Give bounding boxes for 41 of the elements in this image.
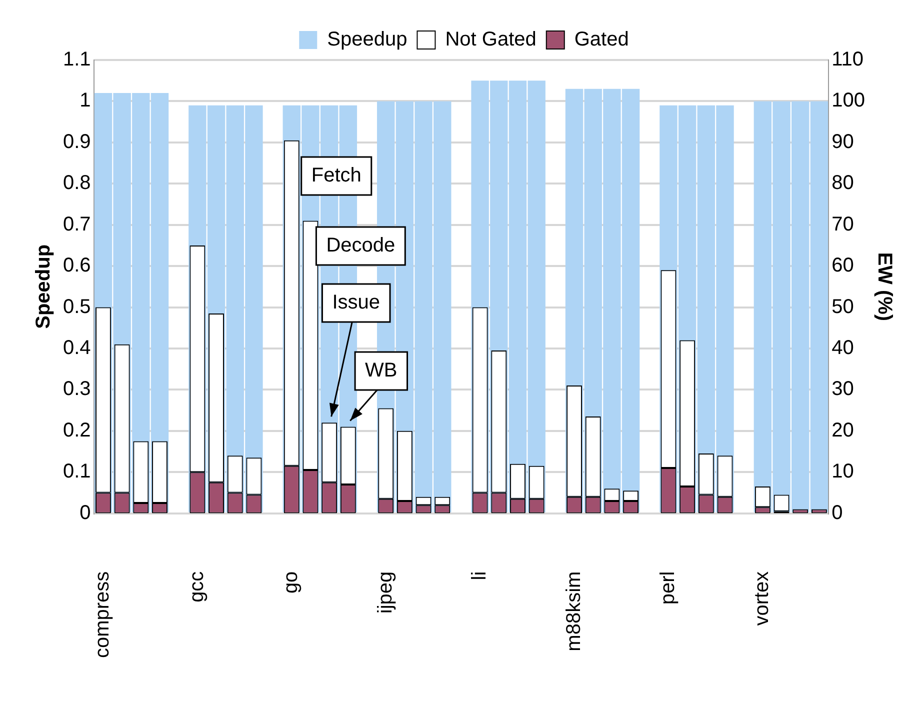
y-tick-label: 0.2 [62,419,91,442]
x-tick-label: vortex [751,571,774,626]
x-tick-label: m88ksim [562,571,585,652]
x-tick-label: go [280,571,302,594]
legend-label: Speedup [327,28,408,51]
y-tick-label: 0.5 [62,296,91,318]
y-tick-label: 1.1 [62,48,91,71]
annotation: WB [365,360,398,382]
x-tick-label: ijpeg [374,571,396,614]
x-tick-label: li [468,571,491,580]
y2-tick-label: 60 [832,254,854,277]
y2-tick-label: 80 [832,172,854,194]
y2-tick-label: 50 [832,296,854,318]
y2-tick-label: 90 [832,130,854,153]
y-tick-label: 0.8 [62,172,91,194]
annotation: Fetch [311,164,362,187]
y2-tick-label: 0 [832,502,843,524]
y2-tick-label: 110 [832,48,864,71]
x-tick-label: perl [656,571,679,605]
y2-axis-title: EW (%) [873,252,896,322]
legend-label: Gated [574,28,629,51]
annotation: Decode [326,234,396,257]
y-tick-label: 0.4 [62,336,91,359]
y-axis-title: Speedup [32,244,55,329]
y-tick-label: 0.9 [62,130,91,153]
x-tick-label: compress [92,571,114,658]
legend-label: Not Gated [445,28,536,51]
y-tick-label: 0.3 [62,378,91,400]
y-tick-label: 0 [80,502,91,524]
x-tick-label: gcc [186,571,208,602]
y-tick-label: 0.6 [62,254,91,277]
y-tick-label: 0.7 [62,213,91,236]
y2-tick-label: 100 [832,90,866,112]
y2-tick-label: 10 [832,460,854,483]
y-tick-label: 1 [80,90,91,112]
y-tick-label: 0.1 [62,460,91,483]
y2-tick-label: 30 [832,378,854,400]
annotation: Issue [332,292,380,314]
y2-tick-label: 70 [832,213,854,236]
y2-tick-label: 20 [832,419,854,442]
y2-tick-label: 40 [832,336,854,359]
